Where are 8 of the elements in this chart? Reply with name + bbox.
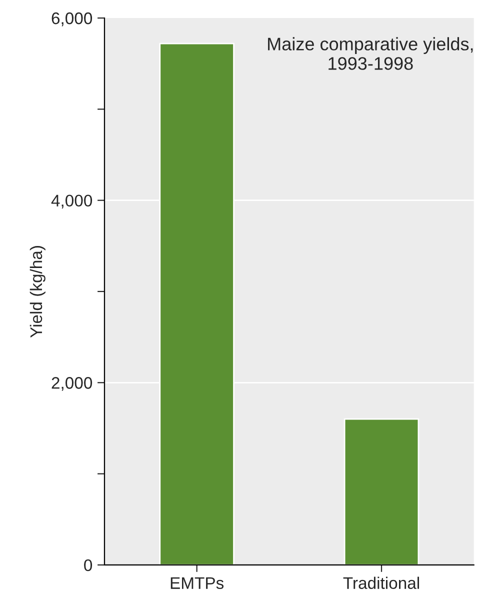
y-tick-label: 2,000 (52, 377, 92, 391)
y-tick-label: 6,000 (52, 12, 92, 26)
text: Maize comparative yields, 1993-1998 (268, 37, 473, 70)
y-axis-title: Yield (kg/ha) (30, 246, 46, 338)
y-tick-label: 4,000 (51, 194, 92, 209)
x-tick-label: EMTPs (170, 577, 224, 589)
y-tick-label: 0 (84, 559, 92, 572)
x-tick-label: Traditional (343, 576, 419, 589)
